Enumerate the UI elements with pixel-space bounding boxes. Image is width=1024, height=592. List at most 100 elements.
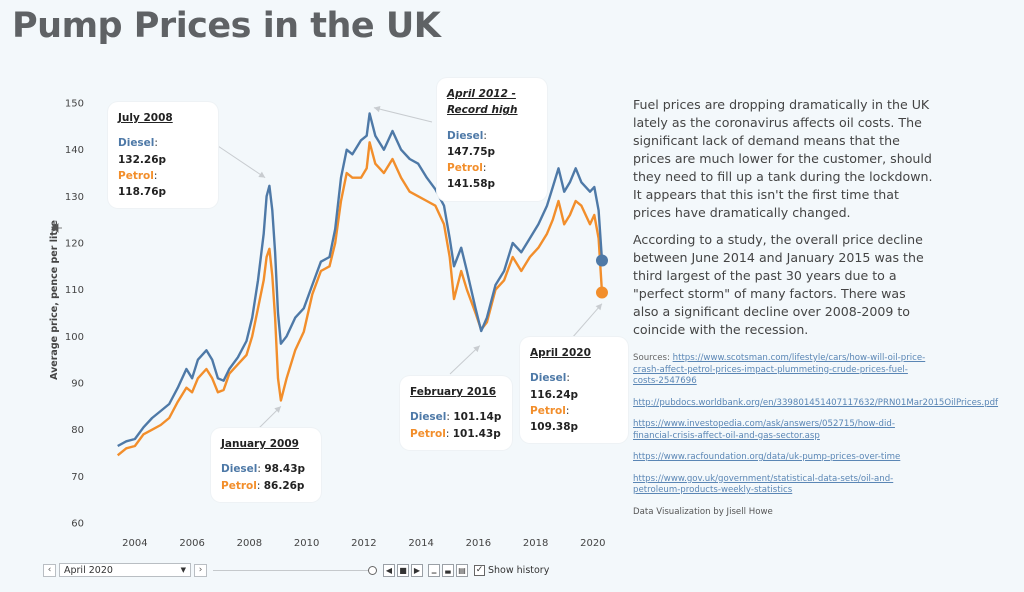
petrol-label: Petrol bbox=[530, 404, 566, 417]
y-axis: 60 70 80 90 100 110 120 130 140 150 bbox=[65, 99, 84, 530]
show-history-label: Show history bbox=[488, 564, 550, 576]
stop-icon: ■ bbox=[399, 565, 407, 575]
speed-medium-icon: ▃ bbox=[445, 566, 451, 574]
diesel-value: 98.43p bbox=[264, 463, 306, 476]
end-marker-diesel[interactable] bbox=[595, 254, 608, 267]
diesel-value: 147.75p bbox=[447, 145, 496, 158]
diesel-label: Diesel bbox=[410, 411, 447, 424]
step-back-icon: ◀ bbox=[385, 565, 393, 575]
annotation-arrowhead bbox=[473, 345, 480, 353]
x-tick-label: 2012 bbox=[351, 538, 376, 549]
stop-button[interactable]: ■ bbox=[397, 563, 409, 577]
speed-slow-icon: ▁ bbox=[431, 566, 437, 574]
annotation-april-2012: April 2012 - Record high Diesel: 147.75p… bbox=[437, 78, 547, 201]
prev-date-button[interactable]: ‹ bbox=[43, 563, 56, 577]
x-tick-label: 2016 bbox=[466, 538, 491, 549]
petrol-value: 86.26p bbox=[263, 479, 305, 492]
date-slider[interactable] bbox=[213, 565, 377, 575]
step-back-button[interactable]: ◀ bbox=[383, 563, 395, 577]
y-tick-label: 140 bbox=[65, 145, 84, 156]
diesel-label: Diesel bbox=[221, 463, 258, 476]
series-lines bbox=[116, 112, 604, 457]
annotation-title: February 2016 bbox=[410, 386, 497, 398]
petrol-value: 118.76p bbox=[118, 186, 167, 199]
y-tick-label: 90 bbox=[71, 379, 84, 390]
x-axis: 2004 2006 2008 2010 2012 2014 2016 2018 2020 bbox=[122, 538, 605, 549]
playback-controls: ‹ April 2020 ▼ › ◀ ■ ▶ ▁ ▃ ▤ ✓ Show hist… bbox=[43, 562, 549, 578]
y-tick-label: 100 bbox=[65, 332, 84, 343]
checkmark-icon: ✓ bbox=[475, 565, 484, 575]
annotation-connector bbox=[571, 303, 603, 339]
series-line-diesel bbox=[117, 112, 604, 448]
caret-down-icon: ▼ bbox=[180, 566, 186, 574]
end-markers bbox=[595, 254, 608, 299]
petrol-label: Petrol bbox=[410, 427, 446, 440]
date-select[interactable]: April 2020 ▼ bbox=[59, 563, 191, 577]
annotation-april-2020: April 2020 Diesel: 116.24p Petrol: 109.3… bbox=[520, 337, 628, 444]
source-link-1[interactable]: https://www.scotsman.com/lifestyle/cars/… bbox=[633, 353, 926, 386]
y-tick-label: 80 bbox=[71, 425, 84, 436]
series-line-petrol bbox=[116, 141, 604, 457]
pin-icon bbox=[52, 223, 62, 233]
end-marker-petrol[interactable] bbox=[595, 286, 608, 299]
annotation-title: January 2009 bbox=[221, 438, 299, 450]
description-panel: Fuel prices are dropping dramatically in… bbox=[633, 96, 998, 518]
annotation-connector bbox=[211, 141, 266, 179]
description-paragraph-2: According to a study, the overall price … bbox=[633, 232, 924, 337]
diesel-label: Diesel bbox=[530, 372, 567, 385]
y-tick-label: 120 bbox=[65, 239, 84, 250]
petrol-label: Petrol bbox=[221, 479, 257, 492]
date-select-value: April 2020 bbox=[64, 564, 113, 576]
petrol-label: Petrol bbox=[118, 169, 154, 182]
source-link-3[interactable]: https://www.investopedia.com/ask/answers… bbox=[633, 419, 895, 441]
x-tick-label: 2004 bbox=[122, 538, 147, 549]
annotation-connector bbox=[373, 107, 433, 123]
chevron-right-icon: › bbox=[198, 565, 203, 575]
speed-slow-button[interactable]: ▁ bbox=[428, 563, 440, 577]
description-paragraph-1: Fuel prices are dropping dramatically in… bbox=[633, 97, 933, 220]
y-tick-label: 70 bbox=[71, 472, 84, 483]
x-tick-label: 2014 bbox=[408, 538, 433, 549]
annotation-title: April 2020 bbox=[530, 347, 591, 359]
annotation-arrowhead bbox=[258, 171, 266, 178]
annotation-july-2008: July 2008 Diesel: 132.26p Petrol: 118.76… bbox=[108, 102, 218, 209]
step-forward-button[interactable]: ▶ bbox=[411, 563, 423, 577]
x-tick-label: 2010 bbox=[294, 538, 319, 549]
y-tick-label: 110 bbox=[65, 285, 84, 296]
petrol-value: 101.43p bbox=[452, 427, 501, 440]
x-tick-label: 2020 bbox=[580, 538, 605, 549]
y-tick-label: 150 bbox=[65, 99, 84, 110]
x-tick-label: 2018 bbox=[523, 538, 548, 549]
annotation-arrowhead bbox=[595, 303, 602, 311]
annotation-february-2016: February 2016 Diesel: 101.14p Petrol: 10… bbox=[400, 376, 512, 450]
annotation-arrowhead bbox=[274, 406, 281, 413]
next-date-button[interactable]: › bbox=[194, 563, 207, 577]
speed-fast-button[interactable]: ▤ bbox=[456, 563, 468, 577]
x-tick-label: 2008 bbox=[237, 538, 262, 549]
annotation-title: April 2012 - Record high bbox=[447, 88, 518, 117]
diesel-label: Diesel bbox=[118, 137, 155, 150]
show-history-checkbox[interactable]: ✓ bbox=[474, 564, 485, 576]
credit-text: Data Visualization by Jisell Howe bbox=[633, 506, 773, 517]
source-link-2[interactable]: http://pubdocs.worldbank.org/en/33980145… bbox=[633, 397, 999, 408]
x-tick-label: 2006 bbox=[179, 538, 204, 549]
slider-handle[interactable] bbox=[368, 565, 377, 575]
chevron-left-icon: ‹ bbox=[47, 565, 52, 575]
source-link-4[interactable]: https://www.racfoundation.org/data/uk-pu… bbox=[633, 452, 901, 462]
speed-medium-button[interactable]: ▃ bbox=[442, 563, 454, 577]
source-link-5[interactable]: https://www.gov.uk/government/statistica… bbox=[633, 473, 894, 496]
y-axis-label: Average price, pence per litre bbox=[49, 220, 60, 380]
sources-label: Sources: bbox=[633, 353, 670, 363]
annotation-connectors bbox=[211, 105, 603, 431]
diesel-value: 116.24p bbox=[530, 388, 579, 401]
diesel-value: 132.26p bbox=[118, 153, 167, 166]
speed-fast-icon: ▤ bbox=[458, 565, 466, 575]
annotation-january-2009: January 2009 Diesel: 98.43p Petrol: 86.2… bbox=[211, 428, 321, 502]
step-forward-icon: ▶ bbox=[413, 565, 421, 575]
diesel-value: 101.14p bbox=[453, 411, 502, 424]
annotation-connector bbox=[449, 345, 481, 375]
y-tick-label: 130 bbox=[65, 192, 84, 203]
petrol-value: 109.38p bbox=[530, 421, 579, 434]
page-title: Pump Prices in the UK bbox=[12, 6, 441, 46]
